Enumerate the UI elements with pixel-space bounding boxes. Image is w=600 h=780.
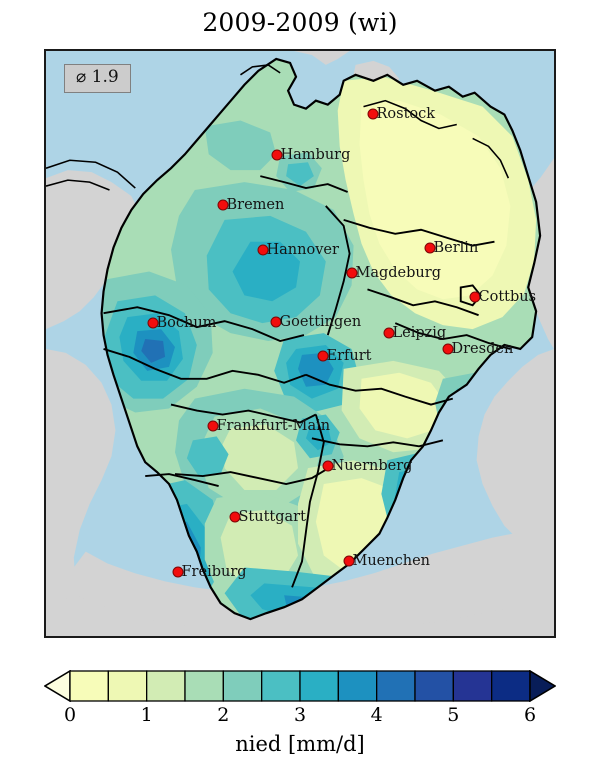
city-label: Hannover	[266, 241, 339, 258]
city-label: Hamburg	[280, 146, 351, 163]
city-label: Erfurt	[326, 347, 372, 364]
colorbar-tick: 6	[523, 704, 537, 726]
city-marker-hamburg[interactable]: Hamburg	[271, 147, 350, 163]
city-dot-icon	[229, 511, 241, 523]
city-dot-icon	[346, 267, 358, 279]
city-marker-bochum[interactable]: Bochum	[147, 315, 216, 331]
colorbar-segment	[376, 670, 416, 702]
city-dot-icon	[217, 199, 229, 211]
page-title: 2009-2009 (wi)	[202, 8, 398, 37]
colorbar-swatches	[44, 670, 556, 702]
city-marker-dresden[interactable]: Dresden	[442, 341, 513, 357]
precipitation-map	[46, 51, 554, 636]
city-marker-frankfurt-main[interactable]: Frankfurt-Main	[207, 418, 330, 434]
city-marker-magdeburg[interactable]: Magdeburg	[346, 265, 441, 281]
colorbar-segment	[452, 670, 493, 702]
city-label: Goettingen	[279, 313, 362, 330]
colorbar-section: 0 1 2 3 4 5 6 nied [mm/d]	[0, 656, 600, 780]
city-dot-icon	[172, 566, 184, 578]
colorbar-tick: 4	[370, 704, 383, 726]
city-marker-cottbus[interactable]: Cottbus	[469, 289, 536, 305]
city-marker-leipzig[interactable]: Leipzig	[383, 325, 446, 341]
city-dot-icon	[343, 555, 355, 567]
national-borders	[100, 57, 542, 621]
city-label: Nuernberg	[331, 457, 413, 474]
state-borders	[103, 175, 511, 588]
average-annotation: ⌀ 1.9	[64, 64, 131, 93]
colorbar-tick: 0	[63, 704, 77, 726]
city-dot-icon	[442, 343, 454, 355]
city-label: Freiburg	[181, 563, 247, 580]
map-axes[interactable]: ⌀ 1.9 Rostock Hamburg Bremen Hannover Berlin…	[44, 49, 556, 638]
city-marker-freiburg[interactable]: Freiburg	[172, 564, 247, 580]
city-marker-goettingen[interactable]: Goettingen	[270, 314, 361, 330]
city-marker-erfurt[interactable]: Erfurt	[317, 348, 371, 364]
city-label: Berlin	[433, 239, 479, 256]
colorbar-segment	[261, 670, 301, 702]
city-marker-muenchen[interactable]: Muenchen	[343, 553, 430, 569]
colorbar-tick: 1	[140, 704, 153, 726]
colorbar-segment	[146, 670, 186, 702]
city-marker-stuttgart[interactable]: Stuttgart	[229, 509, 306, 525]
colorbar-segment	[222, 670, 263, 702]
city-label: Magdeburg	[355, 264, 441, 281]
colorbar-segment	[299, 670, 339, 702]
city-label: Cottbus	[478, 288, 537, 305]
colorbar-label: nied [mm/d]	[235, 732, 365, 756]
city-label: Dresden	[451, 340, 514, 357]
city-marker-rostock[interactable]: Rostock	[367, 106, 435, 122]
city-dot-icon	[147, 317, 159, 329]
foreign-landmass	[46, 51, 554, 636]
city-marker-berlin[interactable]: Berlin	[424, 240, 478, 256]
city-label: Stuttgart	[238, 508, 306, 525]
city-label: Bochum	[156, 314, 217, 331]
colorbar-segment	[414, 670, 454, 702]
city-dot-icon	[469, 291, 481, 303]
coastline-detail	[46, 64, 510, 191]
city-marker-bremen[interactable]: Bremen	[217, 197, 284, 213]
colorbar-tick: 5	[447, 704, 460, 726]
city-marker-nuernberg[interactable]: Nuernberg	[322, 458, 412, 474]
colorbar-tick: 2	[217, 704, 230, 726]
city-label: Muenchen	[352, 552, 430, 569]
city-dot-icon	[270, 316, 282, 328]
city-label: Rostock	[376, 105, 436, 122]
colorbar-segment	[337, 670, 378, 702]
city-label: Frankfurt-Main	[216, 417, 331, 434]
city-dot-icon	[424, 242, 436, 254]
city-label: Bremen	[226, 196, 285, 213]
city-label: Leipzig	[392, 324, 447, 341]
city-marker-hannover[interactable]: Hannover	[257, 242, 339, 258]
colorbar-segment	[69, 670, 109, 702]
city-dot-icon	[257, 244, 269, 256]
colorbar-segment	[491, 670, 531, 702]
city-dot-icon	[322, 460, 334, 472]
colorbar-under-arrow	[44, 670, 71, 702]
city-dot-icon	[207, 420, 219, 432]
city-dot-icon	[383, 327, 395, 339]
colorbar-segment	[107, 670, 148, 702]
colorbar-axes[interactable]	[44, 670, 556, 702]
colorbar-segment	[184, 670, 224, 702]
colorbar-over-arrow	[529, 670, 556, 702]
colorbar-tick-labels: 0 1 2 3 4 5 6	[44, 704, 556, 728]
city-dot-icon	[367, 108, 379, 120]
city-dot-icon	[317, 350, 329, 362]
city-dot-icon	[271, 149, 283, 161]
colorbar-tick: 3	[293, 704, 307, 726]
